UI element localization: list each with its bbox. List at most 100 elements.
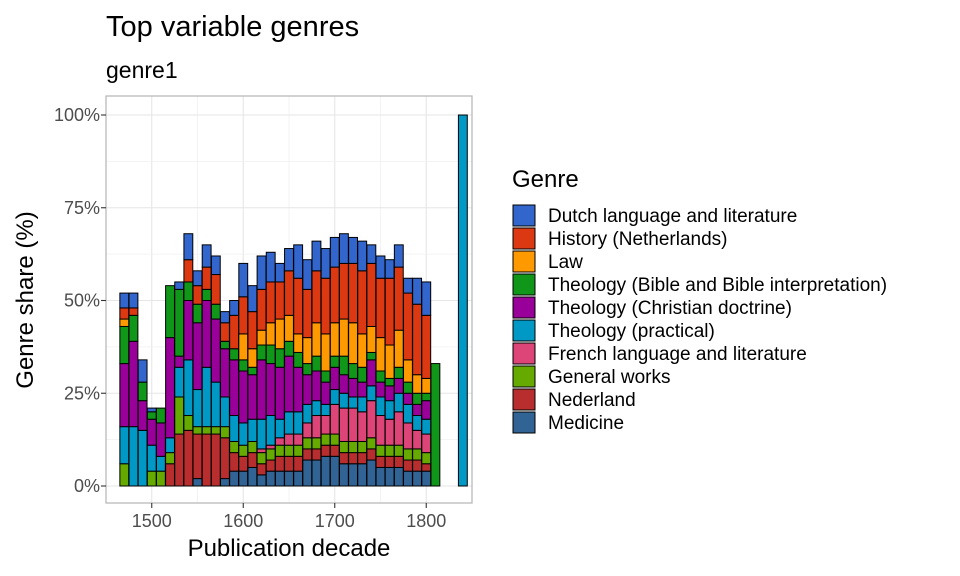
bar-segment xyxy=(393,392,404,413)
bar-segment xyxy=(329,403,340,435)
bar-segment xyxy=(412,448,423,461)
bar-segment xyxy=(119,463,130,487)
legend-key xyxy=(512,227,536,250)
panel-border xyxy=(105,95,473,504)
bar-segment xyxy=(366,244,377,264)
legend-key xyxy=(512,319,536,342)
legend-label: Theology (Bible and Bible interpretation… xyxy=(548,275,887,296)
bar-segment xyxy=(137,429,148,487)
bar-segment xyxy=(384,466,395,487)
bar-segment xyxy=(302,437,313,450)
bar-segment xyxy=(393,366,404,379)
bar-segment xyxy=(137,381,148,402)
bar-segment xyxy=(357,396,368,413)
bar-segment xyxy=(238,359,249,372)
bar-segment xyxy=(357,366,368,383)
legend-key xyxy=(512,342,536,365)
bar-segment xyxy=(421,400,432,420)
bar-segment xyxy=(146,411,157,420)
x-axis-title: Publication decade xyxy=(188,535,391,562)
bar-segment xyxy=(229,440,240,454)
bar-segment xyxy=(210,274,221,305)
bar-segment xyxy=(329,266,340,324)
bar-segment xyxy=(284,411,294,435)
bar-segment xyxy=(265,344,276,365)
bar-segment xyxy=(174,433,185,487)
bar-segment xyxy=(247,311,258,350)
bar-segment xyxy=(265,444,276,450)
bar-segment xyxy=(293,333,304,353)
bar-segment xyxy=(229,300,240,316)
bar-segment xyxy=(366,325,377,353)
bar-segment xyxy=(421,281,432,316)
bar-segment xyxy=(210,318,221,383)
bar-segment xyxy=(201,426,212,435)
bar-segment xyxy=(375,277,386,339)
bar-segment xyxy=(155,422,166,457)
bar-segment xyxy=(338,233,349,264)
bar-segment xyxy=(265,363,276,417)
bar-segment xyxy=(384,385,395,402)
bar-segment xyxy=(146,470,157,487)
bar-segment xyxy=(238,262,249,298)
bar-segment xyxy=(403,277,413,294)
bar-segment xyxy=(302,337,313,365)
bar-segment xyxy=(247,366,258,376)
bar-segment xyxy=(412,415,423,431)
y-axis: 0% 25% 50% 75% 100% xyxy=(54,105,106,496)
x-axis: 1500 1600 1700 1800 xyxy=(132,503,446,531)
bar-segment xyxy=(375,370,386,383)
bar-segment xyxy=(210,255,221,276)
bar-segment xyxy=(119,307,130,320)
bar-segment xyxy=(338,374,349,394)
bar-segment xyxy=(412,459,423,472)
bar-segment xyxy=(320,248,331,279)
bar-segment xyxy=(174,281,185,290)
bar-segment xyxy=(320,433,331,446)
bar-segment xyxy=(201,244,212,268)
bar-segment xyxy=(412,470,423,487)
bar-segment xyxy=(348,377,358,398)
bar-segment xyxy=(348,396,358,409)
bar-segment xyxy=(384,344,395,379)
bar-segment xyxy=(384,444,395,457)
bar-segment xyxy=(229,314,240,350)
bar-segment xyxy=(265,251,276,283)
legend-key xyxy=(512,296,536,319)
bar-segment xyxy=(320,370,331,383)
bar-segment xyxy=(128,426,139,487)
bar-segment xyxy=(256,474,267,487)
bar-segment xyxy=(146,407,157,413)
bar-segment xyxy=(284,355,294,413)
bar-segment xyxy=(256,463,267,476)
bar-segment xyxy=(229,348,240,361)
bar-segment xyxy=(412,392,423,405)
legend-label: History (Netherlands) xyxy=(548,229,728,250)
bar-segment xyxy=(192,322,203,391)
x-tick-label: 1800 xyxy=(406,511,446,531)
bar-segment xyxy=(247,440,258,454)
bar-segment xyxy=(430,363,441,487)
bar-segment xyxy=(229,415,240,442)
bar-segment xyxy=(320,333,331,372)
bar-segment xyxy=(403,292,413,361)
bar-segment xyxy=(265,459,276,472)
bar-segment xyxy=(338,463,349,487)
chart-subtitle: genre1 xyxy=(106,57,178,83)
bar-segment xyxy=(256,418,267,450)
bar-segment xyxy=(128,314,139,342)
bar-segment xyxy=(174,288,185,357)
bar-segment xyxy=(421,470,432,487)
bar-segment xyxy=(265,415,276,446)
bar-segment xyxy=(403,392,413,405)
bar-segment xyxy=(393,455,404,468)
bar-segment xyxy=(375,381,386,398)
bar-segment xyxy=(220,437,230,480)
bar-segment xyxy=(348,363,358,379)
bar-segment xyxy=(274,281,285,320)
bar-segment xyxy=(220,348,230,398)
bar-segment xyxy=(329,444,340,457)
bar-segment xyxy=(293,455,304,472)
bar-segment xyxy=(119,325,130,365)
